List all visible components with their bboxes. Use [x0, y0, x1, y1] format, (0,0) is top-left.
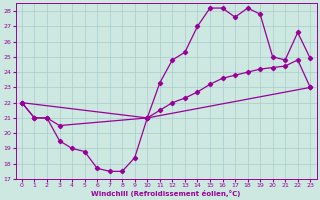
X-axis label: Windchill (Refroidissement éolien,°C): Windchill (Refroidissement éolien,°C)	[92, 190, 241, 197]
